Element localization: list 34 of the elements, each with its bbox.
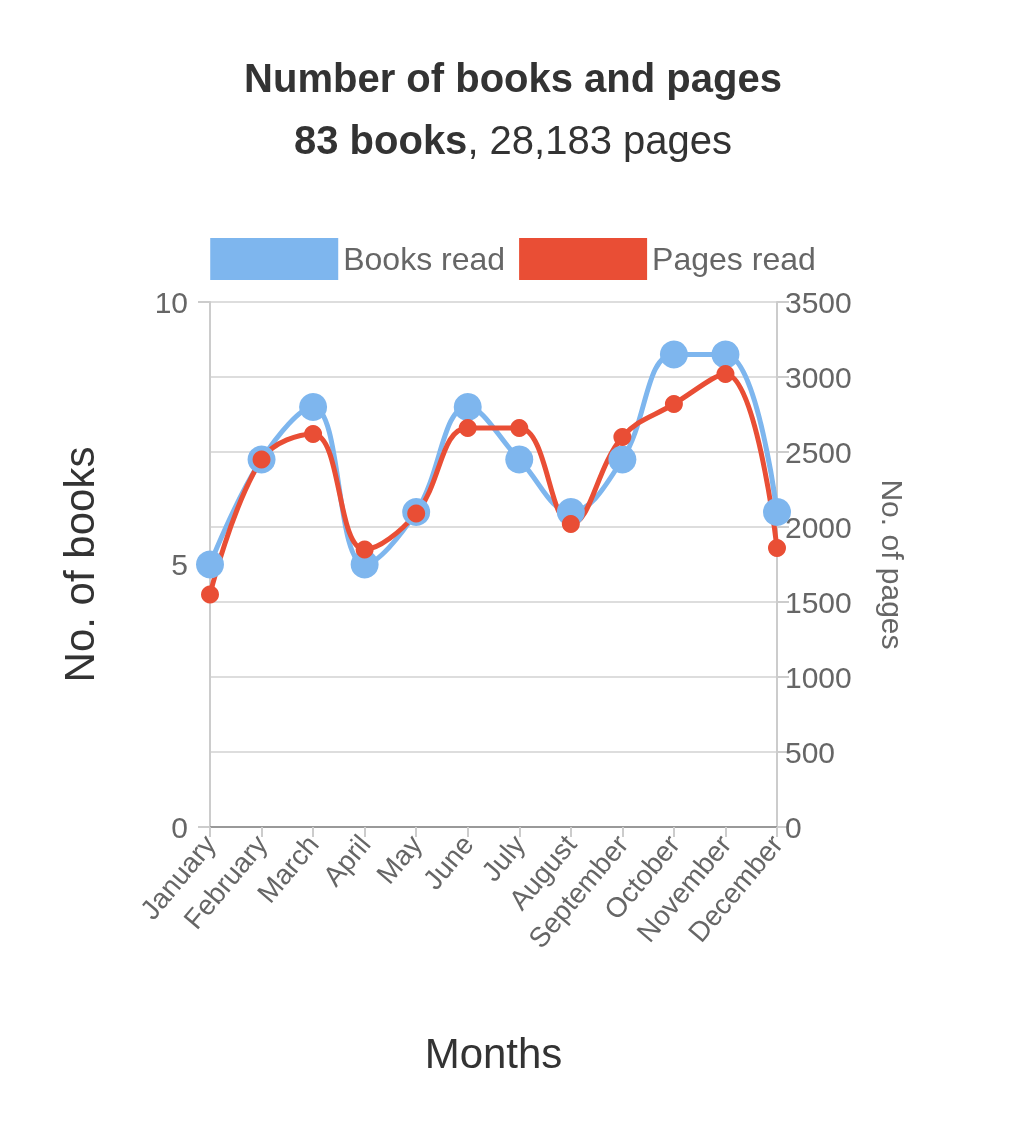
- point: [304, 425, 323, 443]
- point: [711, 340, 740, 369]
- chart-title: Number of books and pages: [244, 56, 782, 100]
- y-tick-label: 10: [154, 285, 188, 319]
- point: [768, 539, 786, 557]
- y2-tick-label: 2500: [785, 435, 852, 469]
- point: [561, 515, 580, 533]
- point: [659, 340, 688, 369]
- y2-axis-title: No. of pages: [875, 479, 909, 650]
- y-tick-label: 5: [171, 548, 188, 581]
- y2-tick-label: 3500: [785, 285, 852, 319]
- y2-tick-label: 2000: [785, 510, 852, 544]
- point: [505, 445, 534, 474]
- y2-tick-label: 1500: [785, 585, 852, 619]
- point: [196, 550, 224, 579]
- x-axis-title: Months: [424, 1029, 563, 1077]
- point: [299, 393, 328, 421]
- y2-tick-label: 0: [785, 810, 802, 844]
- point: [664, 395, 683, 413]
- y2-tick-label: 500: [785, 735, 836, 769]
- point: [608, 445, 637, 474]
- point: [201, 585, 219, 604]
- point: [453, 393, 482, 421]
- point: [458, 419, 477, 437]
- y2-tick-label: 1000: [785, 660, 852, 694]
- legend-label: Books read: [343, 241, 506, 277]
- point: [613, 428, 632, 446]
- y2-tick-label: 3000: [785, 360, 852, 394]
- legend-label: Pages read: [652, 241, 816, 277]
- chart-subtitle: 83 books, 28,183 pages: [293, 118, 733, 162]
- point: [716, 365, 735, 383]
- point: [355, 540, 374, 559]
- y-axis-title: No. of books: [55, 446, 103, 683]
- point: [510, 419, 529, 437]
